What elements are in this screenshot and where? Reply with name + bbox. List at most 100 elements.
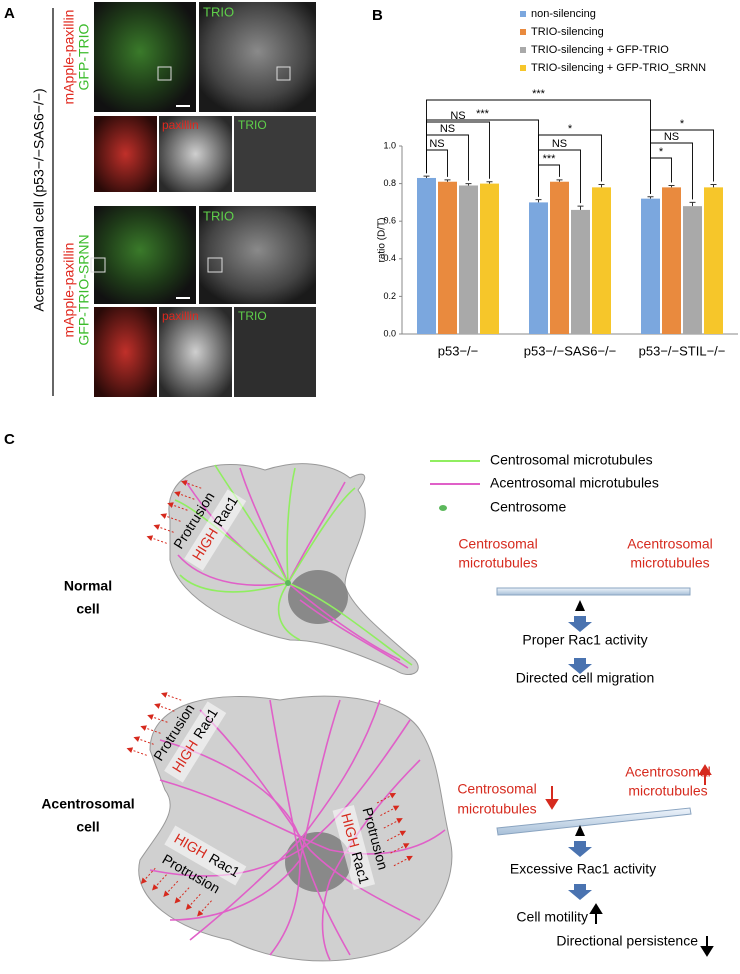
protrusion-arrow [147,714,168,723]
side-label: Acentrosomal cell (p53−/−SAS6−/−) [31,88,47,311]
significance-label: *** [543,153,557,165]
x-tick-label: p53−/−STIL−/− [639,343,726,358]
x-tick-label: p53−/−SAS6−/− [524,343,617,358]
protrusion-arrow [383,818,403,829]
cell-name: Acentrosomal [41,796,134,812]
error-bar [444,179,451,182]
balance-label: microtubules [457,801,536,817]
balance-label: Centrosomal [457,781,536,797]
bar [704,187,723,334]
protrusion-arrow [133,736,154,745]
legend-label: Acentrosomal microtubules [490,475,659,491]
bar [592,187,611,334]
protrusion-arrow [167,502,188,511]
significance-label: NS [440,123,455,135]
tile-label: paxillin [162,309,199,323]
legend-label: TRIO-silencing [531,26,604,38]
error-bar [577,205,584,210]
protrusion-arrow [380,805,400,816]
significance-bracket [426,121,490,179]
outcome: Cell motility [516,909,588,925]
balance-label: Centrosomal [458,536,537,552]
significance-label: NS [429,138,444,150]
legend-label: Centrosomal microtubules [490,452,653,468]
tile-label: TRIO [203,4,234,19]
significance-bracket [650,129,714,194]
outcome: Directional persistence [556,933,698,949]
channel-label: GFP-TRIO-SRNN [76,234,92,345]
tile-label: paxillin [162,118,199,132]
significance-label: NS [664,131,679,143]
y-tick-label: 1.0 [383,140,396,150]
protrusion-arrow [180,480,202,489]
bar [417,177,436,334]
protrusion-arrow [140,725,161,734]
y-tick-label: 0.6 [383,216,396,226]
significance-label: NS [450,110,465,122]
panel-label: B [372,7,383,24]
flow-arrow [568,884,592,900]
protrusion-arrow [163,880,179,897]
significance-bracket [426,149,448,177]
rac-band [184,489,247,571]
channel-label: mApple-paxillin [61,10,77,105]
legend-label: non-silencing [531,8,596,20]
change-arrows [545,764,712,810]
protrusion-arrow [376,793,397,804]
protrusion-arrow [160,513,181,522]
protrusion-arrow [174,887,190,904]
significance-label: * [680,118,685,130]
bar [480,183,499,334]
cell-name: Normal [64,578,112,594]
legend-label: TRIO-silencing + GFP-TRIO_SRNN [531,62,706,74]
rac-band [164,701,227,783]
significance-bracket [538,134,602,197]
cell-name: cell [76,601,99,617]
error-bar [465,183,472,186]
micrographs [90,2,316,397]
y-tick-label: 0.4 [383,253,396,263]
bar [683,206,702,334]
bar [641,198,660,334]
bar [550,181,569,334]
error-bar [689,201,696,207]
legend-swatch [520,11,526,17]
panel-label: C [4,431,15,448]
protrusion-arrow [386,830,407,842]
legend-swatch [520,29,526,35]
protrusion-arrow [393,855,413,867]
error-bar [486,181,493,184]
balance-label: microtubules [628,783,707,799]
legend-label: Centrosome [490,499,566,515]
balance-label: microtubules [630,555,709,571]
significance-label: *** [532,88,546,100]
cell-name: cell [76,819,99,835]
tile-label: TRIO [203,208,234,223]
error-bar [710,184,717,188]
panel-label: A [4,5,15,22]
bar [459,185,478,334]
outcome: Excessive Rac1 activity [510,861,656,877]
fulcrum [575,825,585,836]
protrusion-arrow [146,535,167,544]
tile-label: TRIO [238,309,267,323]
protrusion-arrow [153,524,174,533]
significance-label: *** [476,108,490,120]
protrusion-arrow [160,692,182,701]
significance-label: NS [552,138,567,150]
protrusion-arrow [197,900,212,917]
bar [529,202,548,334]
y-tick-label: 0.8 [383,178,396,188]
channel-label: GFP-TRIO [76,23,92,90]
x-tick-label: p53−/− [438,343,479,358]
significance-label: * [659,146,664,158]
error-bar [556,179,563,182]
balance-label: Acentrosomal [625,764,711,780]
protrusion-arrow [154,703,175,712]
y-tick-label: 0.2 [383,291,396,301]
error-bar [598,184,605,188]
change-arrows [589,903,714,957]
y-tick-label: 0.0 [383,328,396,338]
balance-label: Acentrosomal [627,536,713,552]
